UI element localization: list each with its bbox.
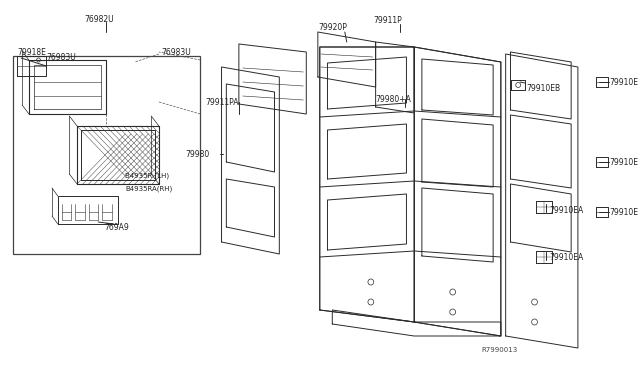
Text: 769A9: 769A9 [104,222,129,231]
Text: 79910E: 79910E [610,208,639,217]
Text: 79910EB: 79910EB [526,83,560,93]
Bar [13,56,200,254]
Text: 79980+A: 79980+A [376,94,412,103]
Text: 76983U: 76983U [162,48,191,57]
Text: 76983U: 76983U [46,52,76,61]
Text: 79918E: 79918E [17,48,46,57]
Text: B4935R (LH): B4935R (LH) [125,173,170,179]
Text: R7990013: R7990013 [481,347,518,353]
Text: 79910E: 79910E [610,77,639,87]
Text: 79980: 79980 [185,150,209,158]
Text: 79920P: 79920P [318,22,347,32]
Text: 79910E: 79910E [610,157,639,167]
Text: 79911P: 79911P [374,16,403,25]
Text: 79910EA: 79910EA [549,253,583,262]
Text: 79910EA: 79910EA [549,205,583,215]
Text: 76982U: 76982U [84,15,115,23]
Text: B4935RA(RH): B4935RA(RH) [125,186,172,192]
Text: 79911PA: 79911PA [205,97,239,106]
